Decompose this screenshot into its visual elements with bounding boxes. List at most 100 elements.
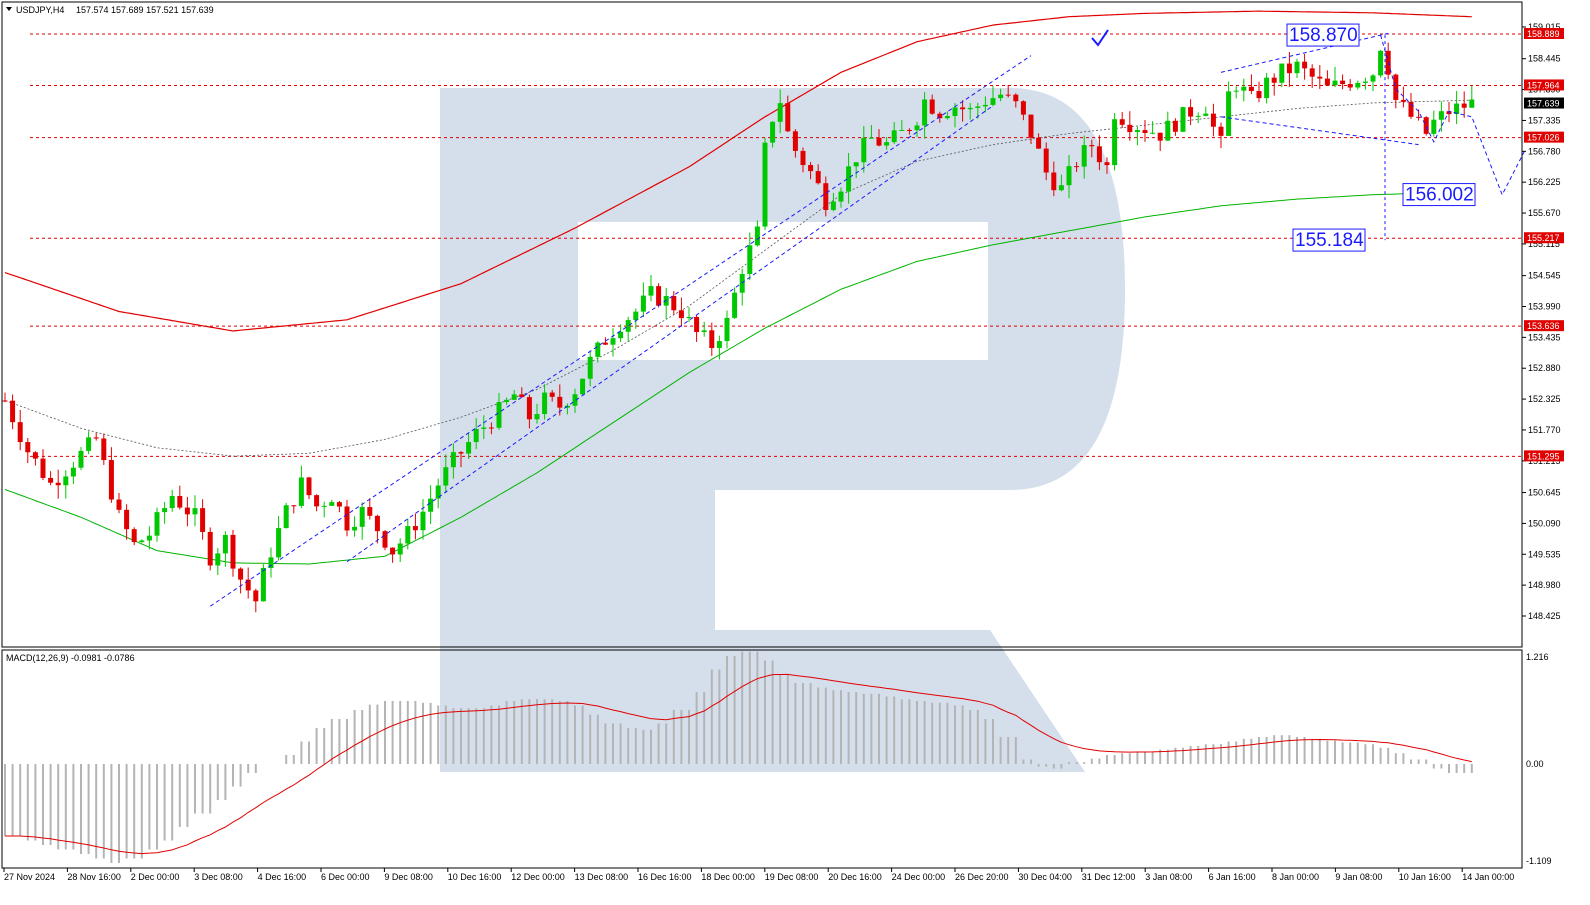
candle-bear bbox=[1302, 61, 1308, 69]
candle-bull bbox=[1226, 91, 1232, 136]
dropdown-triangle-icon[interactable] bbox=[6, 7, 12, 11]
candle-bear bbox=[101, 438, 107, 461]
candle-bear bbox=[1020, 101, 1026, 115]
candle-bull bbox=[1362, 81, 1368, 83]
candle-bear bbox=[792, 131, 798, 151]
candle-bull bbox=[648, 286, 654, 296]
macd-signal-line bbox=[5, 673, 1472, 855]
candle-bear bbox=[116, 499, 122, 510]
candle-bear bbox=[1423, 117, 1429, 134]
candle-bear bbox=[1446, 111, 1452, 115]
candle-bull bbox=[397, 543, 403, 555]
candle-bull bbox=[276, 528, 282, 558]
candle-bear bbox=[1127, 124, 1133, 133]
candle-bull bbox=[998, 94, 1004, 99]
time-tick-label: 14 Jan 00:00 bbox=[1462, 872, 1514, 882]
candle-bull bbox=[268, 557, 274, 568]
price-annotation-box bbox=[1292, 228, 1366, 252]
price-tick-label: 150.090 bbox=[1528, 518, 1561, 528]
candle-bull bbox=[914, 125, 920, 131]
candle-bull bbox=[359, 507, 365, 527]
candle-bull bbox=[504, 399, 510, 403]
candle-bull bbox=[762, 142, 768, 227]
check-icon bbox=[1091, 29, 1109, 47]
price-tick-label: 155.670 bbox=[1528, 208, 1561, 218]
candle-bear bbox=[367, 507, 373, 516]
price-tick-label: 155.115 bbox=[1528, 239, 1560, 249]
channel-line bbox=[1220, 116, 1419, 146]
candle-bear bbox=[412, 526, 418, 531]
candle-bear bbox=[314, 495, 320, 507]
candle-bear bbox=[1248, 86, 1254, 92]
price-annotation-label: 156.002 bbox=[1405, 185, 1474, 206]
candle-bull bbox=[222, 534, 228, 554]
candle-bull bbox=[1134, 130, 1140, 133]
candle-bear bbox=[1347, 84, 1353, 88]
forecast-path bbox=[1380, 34, 1526, 196]
candle-bull bbox=[899, 129, 905, 131]
candle-bull bbox=[86, 437, 92, 451]
candle-bear bbox=[230, 534, 236, 569]
candle-bear bbox=[929, 99, 935, 114]
candle-bear bbox=[1005, 94, 1011, 96]
candle-bull bbox=[1058, 185, 1064, 191]
candle-bear bbox=[549, 392, 555, 397]
time-tick-label: 10 Jan 16:00 bbox=[1399, 872, 1451, 882]
candle-bear bbox=[344, 506, 350, 531]
candle-bear bbox=[458, 452, 464, 454]
price-panel-frame bbox=[1, 1, 1523, 648]
candle-bear bbox=[306, 477, 312, 496]
candle-bull bbox=[587, 356, 593, 379]
price-tick-label: 149.535 bbox=[1528, 549, 1561, 559]
candle-bear bbox=[131, 529, 137, 543]
candle-bear bbox=[253, 590, 259, 602]
current-price-label: 157.639 bbox=[1527, 99, 1560, 109]
price-tick-label: 156.225 bbox=[1528, 177, 1561, 187]
price-tick-label: 152.880 bbox=[1528, 363, 1561, 373]
candle-bull bbox=[716, 341, 722, 349]
candle-bear bbox=[678, 310, 684, 319]
candle-bull bbox=[610, 338, 616, 345]
level-price-label: 155.217 bbox=[1527, 233, 1560, 243]
candle-bull bbox=[846, 166, 852, 192]
candle-bear bbox=[177, 495, 183, 508]
time-tick-label: 10 Dec 16:00 bbox=[448, 872, 502, 882]
candle-bear bbox=[488, 427, 494, 429]
candle-bear bbox=[694, 316, 700, 333]
symbol-label: USDJPY,H4 bbox=[16, 5, 64, 15]
candle-bull bbox=[428, 498, 434, 512]
candle-bull bbox=[1150, 132, 1156, 134]
candle-bull bbox=[922, 99, 928, 126]
candle-bear bbox=[1393, 74, 1399, 100]
time-tick-label: 27 Nov 2024 bbox=[4, 872, 55, 882]
price-tick-label: 148.425 bbox=[1528, 611, 1561, 621]
candle-bear bbox=[1324, 78, 1330, 86]
candle-bear bbox=[906, 129, 912, 131]
time-tick-label: 3 Jan 08:00 bbox=[1145, 872, 1192, 882]
time-tick-label: 6 Dec 00:00 bbox=[321, 872, 370, 882]
candle-bull bbox=[686, 316, 692, 319]
price-tick-label: 158.445 bbox=[1528, 54, 1561, 64]
candle-bull bbox=[1264, 77, 1270, 99]
watermark-logo bbox=[440, 88, 1125, 772]
candle-bear bbox=[336, 502, 342, 507]
candle-bear bbox=[17, 422, 23, 443]
candle-bull bbox=[321, 505, 327, 507]
candle-bear bbox=[245, 579, 251, 591]
candle-bear bbox=[1051, 172, 1057, 191]
candle-bull bbox=[754, 226, 760, 246]
candle-bull bbox=[435, 485, 441, 499]
candle-bull bbox=[283, 505, 289, 529]
candle-bull bbox=[1370, 75, 1376, 82]
candle-bear bbox=[25, 442, 31, 453]
candle-bull bbox=[618, 331, 624, 339]
price-tick-label: 153.435 bbox=[1528, 332, 1561, 342]
candle-bear bbox=[1340, 80, 1346, 85]
candle-bear bbox=[200, 508, 206, 532]
candle-bear bbox=[1013, 94, 1019, 102]
candle-bear bbox=[1172, 120, 1178, 132]
time-tick-label: 6 Jan 16:00 bbox=[1209, 872, 1256, 882]
candle-bull bbox=[192, 508, 198, 515]
